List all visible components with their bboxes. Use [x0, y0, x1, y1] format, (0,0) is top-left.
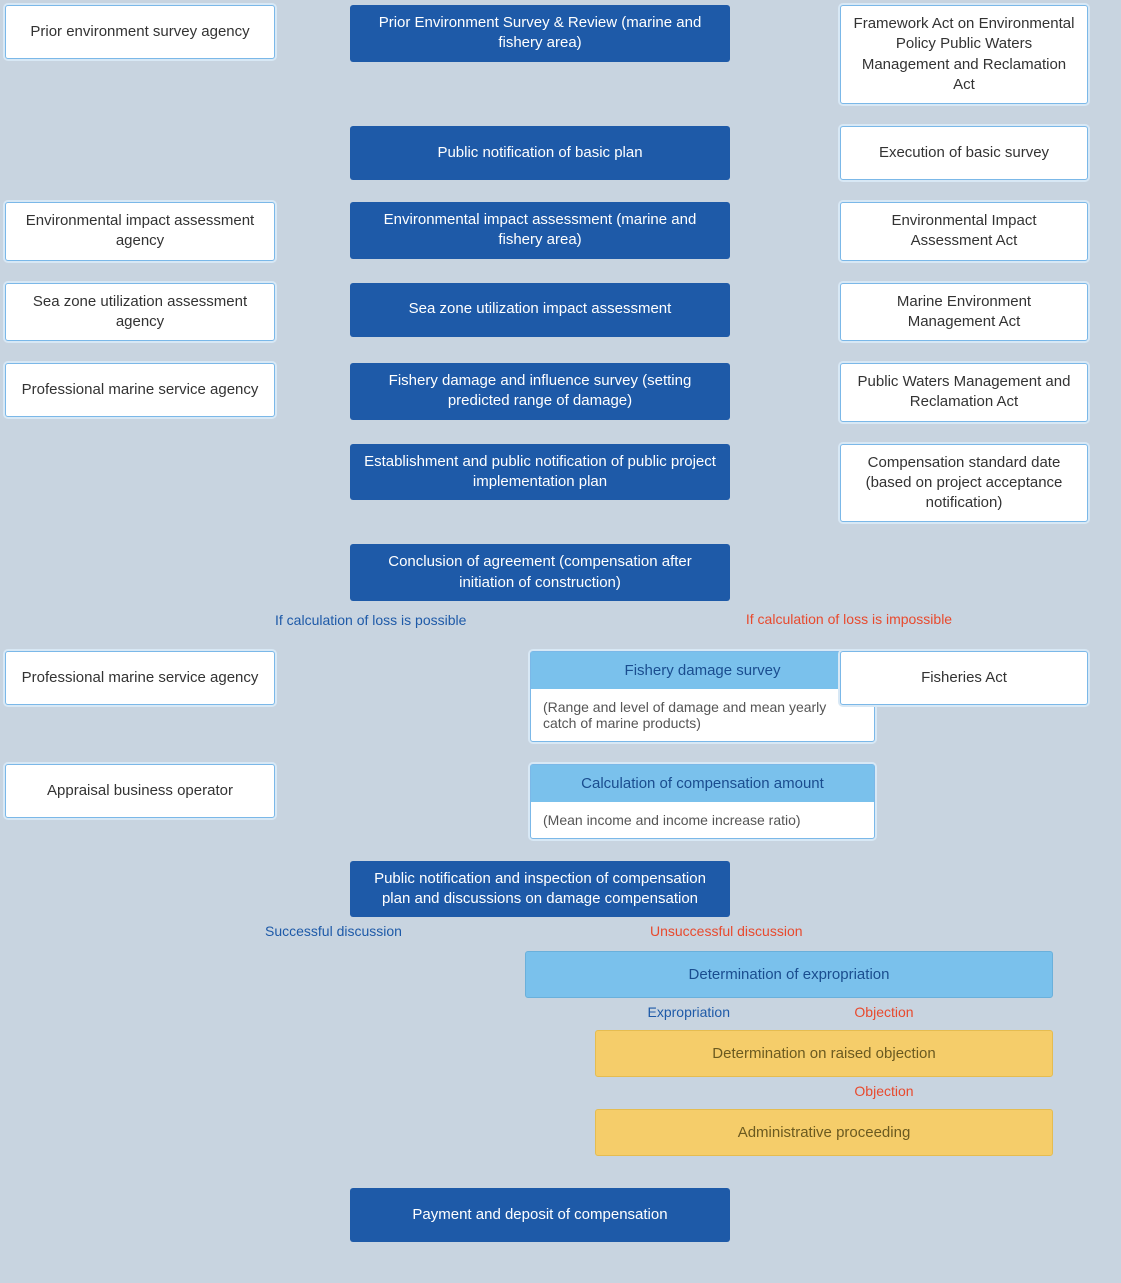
step-raised-objection: Determination on raised objection: [595, 1030, 1053, 1077]
step-admin-proceeding: Administrative proceeding: [595, 1109, 1053, 1156]
agency-env-impact: Environmental impact assessment agency: [5, 202, 275, 261]
flowchart-grid: Prior environment survey agency Prior En…: [5, 5, 1116, 1242]
law-eia-act: Environmental Impact Assessment Act: [840, 202, 1088, 261]
step-sea-zone-assessment: Sea zone utilization impact assessment: [350, 283, 730, 337]
step-conclusion-agreement: Conclusion of agreement (compensation af…: [350, 544, 730, 601]
subbox-fishery-body: (Range and level of damage and mean year…: [531, 689, 874, 741]
step-payment-deposit: Payment and deposit of compensation: [350, 1188, 730, 1242]
step-fishery-damage-survey: Fishery damage and influence survey (set…: [350, 363, 730, 420]
step-env-impact-assessment: Environmental impact assessment (marine …: [350, 202, 730, 259]
label-objection-1: Objection: [720, 1004, 1048, 1020]
step-implementation-plan: Establishment and public notification of…: [350, 444, 730, 501]
subbox-comp-body: (Mean income and income increase ratio): [531, 802, 874, 838]
agency-appraisal: Appraisal business operator: [5, 764, 275, 818]
law-marine-env-act: Marine Environment Management Act: [840, 283, 1088, 342]
label-objection-2: Objection: [720, 1083, 1048, 1099]
branch-loss-impossible: If calculation of loss is impossible: [650, 611, 1048, 627]
subbox-fishery-damage: Fishery damage survey (Range and level o…: [530, 651, 875, 742]
branch-unsuccessful: Unsuccessful discussion: [650, 923, 1088, 939]
branch-loss-possible: If calculation of loss is possible: [275, 611, 545, 629]
law-fisheries-act: Fisheries Act: [840, 651, 1088, 705]
step-determination-expro: Determination of expropriation: [525, 951, 1053, 998]
agency-prior-env: Prior environment survey agency: [5, 5, 275, 59]
agency-marine-service-1: Professional marine service agency: [5, 363, 275, 417]
subbox-compensation-calc: Calculation of compensation amount (Mean…: [530, 764, 875, 839]
subbox-comp-title: Calculation of compensation amount: [531, 765, 874, 802]
step-compensation-plan: Public notification and inspection of co…: [350, 861, 730, 918]
law-basic-survey: Execution of basic survey: [840, 126, 1088, 180]
agency-marine-service-2: Professional marine service agency: [5, 651, 275, 705]
subbox-fishery-title: Fishery damage survey: [531, 652, 874, 689]
note-compensation-date: Compensation standard date (based on pro…: [840, 444, 1088, 523]
step-public-notification-basic: Public notification of basic plan: [350, 126, 730, 180]
step-prior-survey: Prior Environment Survey & Review (marin…: [350, 5, 730, 62]
label-expropriation: Expropriation: [350, 1004, 770, 1020]
law-framework-act: Framework Act on Environmental Policy Pu…: [840, 5, 1088, 104]
agency-sea-zone: Sea zone utilization assessment agency: [5, 283, 275, 342]
law-public-waters-act: Public Waters Management and Reclamation…: [840, 363, 1088, 422]
